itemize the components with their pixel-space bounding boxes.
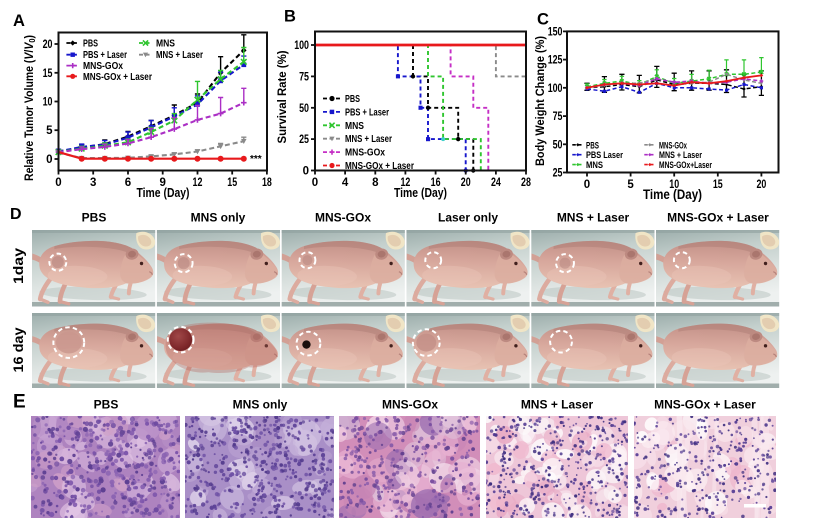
svg-text:28: 28 xyxy=(521,177,531,189)
svg-text:125: 125 xyxy=(548,55,563,67)
svg-text:16 day: 16 day xyxy=(11,327,26,373)
svg-text:20: 20 xyxy=(43,39,53,51)
svg-text:75: 75 xyxy=(299,71,309,83)
svg-text:5: 5 xyxy=(46,125,53,137)
svg-text:Laser only: Laser only xyxy=(438,211,498,225)
svg-text:0: 0 xyxy=(55,177,61,189)
svg-text:PBS: PBS xyxy=(345,94,360,105)
svg-text:9: 9 xyxy=(159,177,165,189)
svg-text:5: 5 xyxy=(627,179,634,191)
svg-text:4: 4 xyxy=(342,177,349,189)
svg-text:MNS-GOx: MNS-GOx xyxy=(659,140,687,150)
svg-text:MNS only: MNS only xyxy=(233,398,288,412)
svg-text:MNS + Laser: MNS + Laser xyxy=(659,150,702,160)
svg-text:MNS + Laser: MNS + Laser xyxy=(345,134,392,145)
svg-text:15: 15 xyxy=(43,68,53,80)
svg-text:MNS: MNS xyxy=(586,160,603,170)
svg-text:12: 12 xyxy=(400,177,410,189)
svg-text:10: 10 xyxy=(43,97,53,109)
svg-text:Time (Day): Time (Day) xyxy=(643,187,702,202)
svg-text:15: 15 xyxy=(227,177,237,189)
svg-text:MNS-GOx: MNS-GOx xyxy=(83,61,123,72)
svg-text:25: 25 xyxy=(299,134,309,146)
svg-text:PBS: PBS xyxy=(586,140,599,150)
svg-text:PBS + Laser: PBS + Laser xyxy=(345,107,389,118)
svg-text:***: *** xyxy=(250,154,262,165)
svg-text:MNS-GOx + Laser: MNS-GOx + Laser xyxy=(667,211,769,225)
svg-text:50: 50 xyxy=(553,139,563,151)
svg-text:E: E xyxy=(13,392,26,413)
svg-text:MNS + Laser: MNS + Laser xyxy=(156,50,203,61)
svg-text:0: 0 xyxy=(312,177,318,189)
svg-text:MNS-GOx + Laser: MNS-GOx + Laser xyxy=(654,398,756,412)
svg-text:Survival Rate (%): Survival Rate (%) xyxy=(275,51,289,144)
svg-text:PBS + Laser: PBS + Laser xyxy=(83,50,127,61)
svg-text:MNS-GOx+Laser: MNS-GOx+Laser xyxy=(659,160,712,170)
svg-text:PBS: PBS xyxy=(83,39,98,50)
svg-text:0: 0 xyxy=(303,166,309,178)
svg-text:PBS: PBS xyxy=(94,398,119,412)
svg-text:MNS-GOx: MNS-GOx xyxy=(315,211,371,225)
svg-text:6: 6 xyxy=(125,177,131,189)
svg-text:0: 0 xyxy=(584,179,590,191)
svg-text:15: 15 xyxy=(713,179,723,191)
svg-text:Time (Day): Time (Day) xyxy=(137,186,190,200)
svg-text:25: 25 xyxy=(553,168,563,180)
svg-text:12: 12 xyxy=(193,177,203,189)
svg-text:24: 24 xyxy=(491,177,501,189)
svg-text:150: 150 xyxy=(548,26,563,38)
svg-text:MNS-GOx + Laser: MNS-GOx + Laser xyxy=(345,161,414,172)
svg-text:MNS: MNS xyxy=(156,39,175,50)
svg-text:1day: 1day xyxy=(11,247,26,284)
svg-text:B: B xyxy=(284,8,296,26)
svg-text:16: 16 xyxy=(431,177,441,189)
svg-text:Time (Day): Time (Day) xyxy=(394,186,447,200)
svg-text:MNS + Laser: MNS + Laser xyxy=(557,211,630,225)
svg-text:C: C xyxy=(537,11,549,29)
svg-text:8: 8 xyxy=(372,177,379,189)
svg-text:75: 75 xyxy=(553,111,563,123)
svg-text:10: 10 xyxy=(669,179,679,191)
svg-text:100: 100 xyxy=(548,83,563,95)
svg-text:Relative Tumor Volume (V/V0): Relative Tumor Volume (V/V0) xyxy=(22,35,37,181)
svg-text:MNS + Laser: MNS + Laser xyxy=(521,398,594,412)
svg-text:0: 0 xyxy=(46,154,52,166)
svg-text:Body Weight Change (%): Body Weight Change (%) xyxy=(533,36,547,166)
svg-text:PBS: PBS xyxy=(82,211,107,225)
svg-text:3: 3 xyxy=(90,177,96,189)
svg-text:20: 20 xyxy=(461,177,471,189)
svg-text:D: D xyxy=(10,206,22,223)
svg-text:MNS only: MNS only xyxy=(191,211,246,225)
svg-text:PBS Laser: PBS Laser xyxy=(586,150,623,160)
svg-text:20: 20 xyxy=(756,179,766,191)
svg-text:MNS: MNS xyxy=(345,121,364,132)
svg-text:MNS-GOx: MNS-GOx xyxy=(382,398,438,412)
svg-text:18: 18 xyxy=(262,177,272,189)
svg-text:A: A xyxy=(13,12,25,30)
svg-text:MNS-GOx + Laser: MNS-GOx + Laser xyxy=(83,72,152,83)
svg-text:100: 100 xyxy=(294,40,309,52)
svg-text:MNS-GOx: MNS-GOx xyxy=(345,148,385,159)
svg-text:50: 50 xyxy=(299,103,309,115)
